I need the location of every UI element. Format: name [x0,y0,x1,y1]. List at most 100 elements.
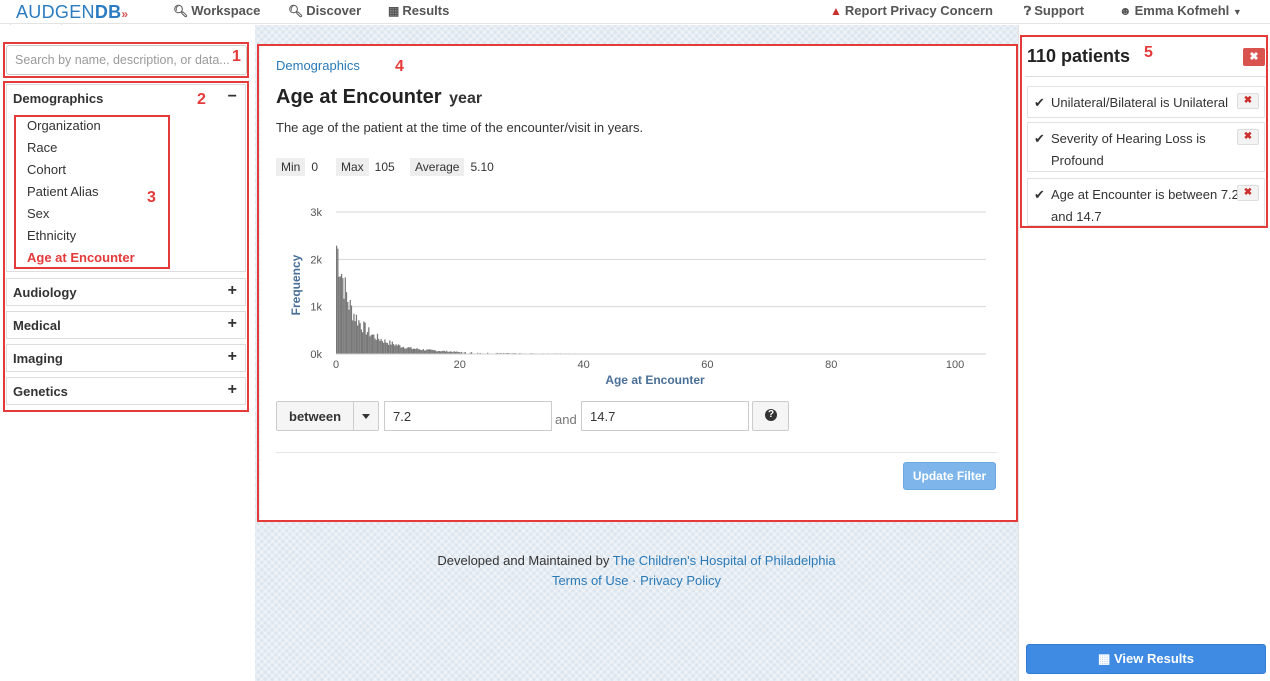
histogram-bar [378,338,380,354]
accordion-header-medical[interactable]: Medical + [7,312,245,338]
accordion-imaging[interactable]: Imaging + [6,344,246,372]
annotation-box-2 [3,81,249,412]
histogram-chart: 0k 1k 2k 3k 0 20 40 60 80 100 Age at Encounter Freq… [289,207,986,387]
nav-report-privacy[interactable]: ▲ Report Privacy Concern [830,3,993,18]
nav-discover[interactable]: 🔍︎ Discover [288,3,361,18]
annotation-label-1: 1 [232,48,241,65]
remove-filter-icon[interactable]: ✖ [1237,129,1259,145]
histogram-bar [392,344,395,354]
nav-report-label: Report Privacy Concern [844,3,993,18]
annotation-box-1 [3,42,249,78]
stat-min-value: 0 [311,160,319,174]
histogram-bar [415,348,417,354]
histogram-bar [396,345,398,354]
histogram-bar [496,352,499,354]
privacy-link[interactable]: Privacy Policy [640,573,722,588]
accordion-header-demographics[interactable]: Demographics − [7,85,245,111]
checkmark-icon[interactable]: ✔︎ [1034,95,1045,110]
expand-icon[interactable]: + [227,348,237,365]
checkmark-icon[interactable]: ✔︎ [1034,187,1045,202]
histogram-bar [404,348,406,354]
histogram-bar [358,320,360,354]
accordion-header-genetics[interactable]: Genetics + [7,378,245,404]
nav-results[interactable]: ▦ Results [388,3,449,18]
search-input[interactable] [6,45,247,75]
accordion-genetics[interactable]: Genetics + [6,377,246,405]
expand-icon[interactable]: + [227,315,237,332]
range-from-input[interactable] [384,401,552,431]
histogram-bar [431,349,433,354]
stat-max-label: Max [336,158,369,176]
histogram-bar [388,344,390,354]
table-icon: ▦ [1098,651,1111,666]
filter-text: Age at Encounter is between 7.2 and 14.7 [1051,187,1239,224]
filter-text: Unilateral/Bilateral is Unilateral [1051,95,1229,110]
histogram-bar [412,348,414,354]
histogram-bar [427,349,429,354]
help-button[interactable]: ? [752,401,789,431]
checkmark-icon[interactable]: ✔︎ [1034,131,1045,146]
histogram-bar [391,341,393,354]
x-axis-label: Age at Encounter [605,373,705,387]
nav-user-menu[interactable]: ☻ Emma Kofmehl ▼ [1119,3,1242,18]
histogram-bar [470,352,473,354]
expand-icon[interactable]: + [227,381,237,398]
remove-filter-icon[interactable]: ✖ [1237,93,1259,109]
histogram-bar [380,339,382,354]
histogram-bar [369,336,371,354]
sidebar-item-ethnicity[interactable]: Ethnicity [27,228,77,243]
operator-label: between [289,409,342,424]
sidebar-item-cohort[interactable]: Cohort [27,162,67,177]
annotation-label-4: 4 [395,58,404,75]
remove-filter-icon[interactable]: ✖ [1237,185,1259,201]
y-tick-label: 1k [310,302,322,314]
page-title: Age at Encounter year [276,86,482,109]
histogram-bar [354,321,356,354]
accordion-header-audiology[interactable]: Audiology + [7,279,245,305]
logo-text: AUDGEN [16,2,95,22]
clear-filters-button[interactable]: ✖ [1243,48,1265,66]
accordion-header-imaging[interactable]: Imaging + [7,345,245,371]
breadcrumb[interactable]: Demographics [276,58,360,73]
stat-avg-value: 5.10 [470,160,494,174]
app-logo[interactable]: AUDGENDB» [16,2,128,23]
histogram-bar [374,338,376,354]
histogram-bar [453,351,455,354]
expand-icon[interactable]: + [227,282,237,299]
chop-link[interactable]: The Children's Hospital of Philadelphia [612,553,836,568]
histogram-bar [433,350,436,354]
histogram-bar [347,301,349,354]
x-tick-label: 80 [825,359,837,371]
sidebar-item-race[interactable]: Race [27,140,58,155]
sidebar-item-sex[interactable]: Sex [27,206,50,221]
footer-developed-text: Developed and Maintained by [437,553,610,568]
histogram-bar [444,351,447,354]
terms-link[interactable]: Terms of Use [551,573,629,588]
operator-select[interactable]: between [276,401,379,431]
histogram-bar [405,348,407,354]
histogram-bar [363,321,365,354]
divider [276,452,997,453]
table-icon: ▦ [388,4,400,18]
sidebar-item-organization[interactable]: Organization [27,118,101,133]
histogram-bar [344,277,346,354]
collapse-icon[interactable]: − [227,88,237,105]
sidebar-item-patient-alias[interactable]: Patient Alias [27,184,99,199]
histogram-bar [418,349,421,354]
nav-user-label: Emma Kofmehl [1134,3,1230,18]
histogram-bar [416,348,418,354]
histogram-bar [385,342,387,354]
range-to-input[interactable] [581,401,749,431]
view-results-button[interactable]: ▦ View Results [1026,644,1266,674]
update-filter-button[interactable]: Update Filter [903,462,996,490]
nav-support[interactable]: ❓︎ Support [1024,3,1084,19]
histogram-bar [384,339,386,354]
accordion-label: Imaging [13,351,63,366]
sidebar-item-age-at-encounter[interactable]: Age at Encounter [27,250,135,265]
accordion-audiology[interactable]: Audiology + [6,278,246,306]
accordion-medical[interactable]: Medical + [6,311,246,339]
histogram-bar [447,352,449,354]
histogram-bar [451,351,453,354]
nav-workspace[interactable]: 🔍︎ Workspace [173,3,260,18]
caret-down-icon [362,414,370,419]
